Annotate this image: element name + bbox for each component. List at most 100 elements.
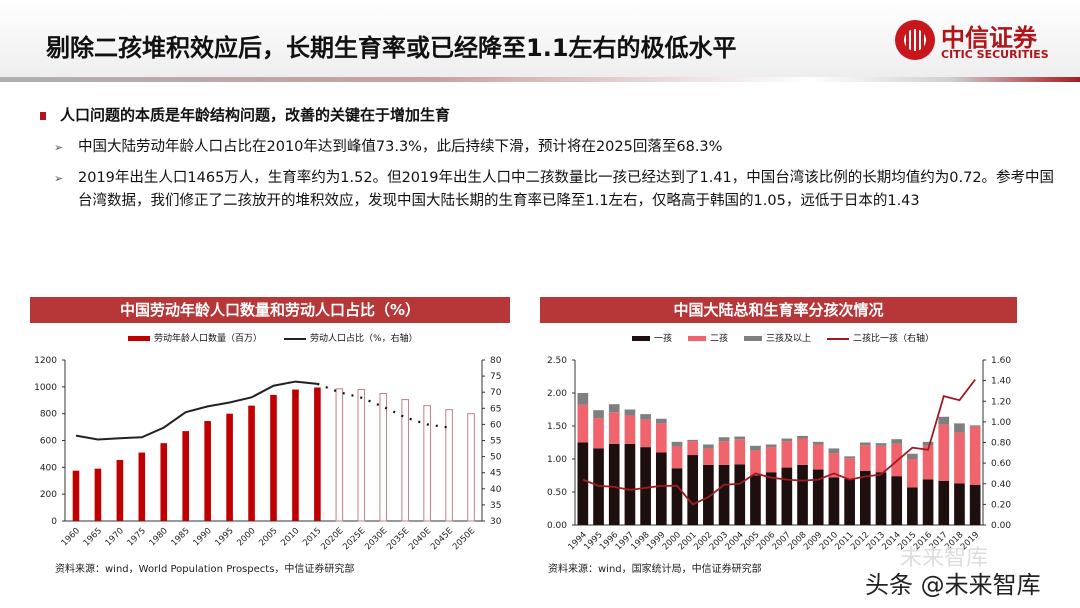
left-tick-label: 0.50 bbox=[547, 488, 567, 498]
chart2-source: 资料来源：wind，国家统计局，中信证券研究部 bbox=[548, 564, 762, 575]
bar-one-child bbox=[640, 447, 651, 525]
bar-one-child bbox=[734, 464, 746, 525]
bar-two-child bbox=[640, 419, 651, 448]
bar bbox=[314, 387, 321, 521]
sub-bullet-text: 中国大陆劳动年龄人口占比在2010年达到峰值73.3%，此后持续下滑，预计将在2… bbox=[78, 139, 723, 155]
bar-two-child bbox=[765, 447, 777, 473]
bar-three-plus bbox=[608, 404, 620, 413]
legend-label: 二孩比一孩（右轴） bbox=[853, 334, 935, 344]
legend-label: 一孩 bbox=[654, 334, 673, 344]
bar-one-child bbox=[907, 487, 918, 525]
bar-one-child bbox=[703, 464, 714, 525]
bar-three-plus bbox=[907, 453, 918, 459]
main-bullet-text: 人口问题的本质是年龄结构问题，改善的关键在于增加生育 bbox=[60, 106, 451, 124]
bar-one-child bbox=[687, 455, 699, 525]
bar-two-child bbox=[828, 453, 840, 478]
bar-three-plus bbox=[734, 436, 746, 440]
right-tick-label: 0.80 bbox=[991, 439, 1011, 449]
slide-title: 剔除二孩堆积效应后，长期生育率或已经降至1.1左右的极低水平 bbox=[46, 34, 737, 62]
right-tick-label: 65 bbox=[490, 404, 501, 414]
bar-one-child bbox=[828, 477, 840, 525]
bar-projected bbox=[379, 393, 388, 522]
bar-two-child bbox=[812, 444, 824, 470]
right-tick-label: 80 bbox=[490, 356, 502, 366]
bar-three-plus bbox=[640, 414, 651, 420]
line-series bbox=[75, 380, 318, 441]
bar-one-child bbox=[812, 469, 824, 525]
bar-two-child bbox=[671, 446, 683, 469]
right-tick-label: 1.40 bbox=[991, 377, 1011, 387]
bar-one-child bbox=[671, 468, 683, 525]
right-tick-label: 1.00 bbox=[991, 418, 1011, 428]
right-tick-label: 1.60 bbox=[991, 356, 1011, 366]
bar-projected bbox=[357, 389, 366, 522]
bar-three-plus bbox=[703, 444, 714, 449]
legend-item: 三孩及以上 bbox=[744, 331, 811, 344]
bar-one-child bbox=[781, 467, 793, 525]
right-tick-label: 0.40 bbox=[991, 480, 1011, 490]
left-tick-label: 1.00 bbox=[547, 455, 567, 465]
bar bbox=[94, 468, 102, 521]
bar-two-child bbox=[875, 445, 887, 473]
right-tick-label: 30 bbox=[490, 517, 502, 527]
left-tick-label: 0 bbox=[51, 517, 57, 527]
chart1-legend: 劳动年龄人口数量（百万） 劳动人口占比（%，右轴） bbox=[128, 331, 418, 344]
legend-label: 二孩 bbox=[710, 334, 729, 344]
left-tick-label: 2.50 bbox=[547, 356, 567, 366]
right-tick-label: 60 bbox=[490, 420, 502, 430]
legend-item: 二孩 bbox=[688, 331, 728, 344]
legend-item: 一孩 bbox=[632, 331, 672, 344]
bar-two-child bbox=[577, 404, 589, 443]
sub-bullet-1: ➢ 中国大陆劳动年龄人口占比在2010年达到峰值73.3%，此后持续下滑，预计将在… bbox=[54, 136, 1058, 159]
legend-label: 劳动年龄人口数量（百万） bbox=[154, 334, 263, 344]
bar-two-child bbox=[969, 426, 981, 485]
right-tick-label: 1.20 bbox=[991, 397, 1011, 407]
bar-projected bbox=[445, 409, 453, 522]
bar-three-plus bbox=[750, 445, 761, 451]
bar-one-child bbox=[797, 464, 808, 525]
bar-two-child bbox=[938, 424, 950, 481]
bar-one-child bbox=[875, 472, 887, 525]
bar-one-child bbox=[922, 479, 934, 525]
square-bullet-icon bbox=[40, 111, 46, 120]
bar-projected bbox=[467, 413, 475, 522]
bar bbox=[116, 459, 124, 521]
bar-projected bbox=[335, 388, 344, 522]
bar-one-child bbox=[891, 476, 903, 525]
left-tick-label: 600 bbox=[40, 437, 57, 447]
left-tick-label: 1000 bbox=[34, 383, 57, 393]
bar-three-plus bbox=[781, 438, 793, 442]
left-tick-label: 400 bbox=[40, 463, 57, 473]
chart1-source: 资料来源：wind，World Population Prospects，中信证… bbox=[55, 564, 355, 575]
right-tick-label: 75 bbox=[490, 372, 501, 382]
right-tick-label: 70 bbox=[490, 388, 502, 398]
right-tick-label: 55 bbox=[490, 437, 501, 447]
right-tick-label: 50 bbox=[490, 453, 502, 463]
bar-three-plus bbox=[969, 425, 981, 427]
bar-three-plus bbox=[718, 437, 730, 442]
bar-one-child bbox=[765, 472, 777, 525]
bar-two-child bbox=[734, 439, 746, 465]
bar-two-child bbox=[922, 445, 934, 480]
arrow-bullet-icon: ➢ bbox=[54, 141, 64, 154]
bar-three-plus bbox=[655, 418, 667, 424]
bar-three-plus bbox=[671, 441, 683, 447]
right-tick-label: 0.20 bbox=[991, 500, 1011, 510]
bar-three-plus bbox=[859, 442, 871, 446]
legend-swatch bbox=[284, 337, 307, 340]
left-tick-label: 2.00 bbox=[547, 389, 567, 399]
bar-three-plus bbox=[765, 444, 777, 448]
bar-two-child bbox=[844, 458, 855, 479]
line-series-projected bbox=[317, 382, 450, 429]
bar-two-child bbox=[859, 445, 871, 471]
bar-three-plus bbox=[922, 441, 934, 446]
bar-one-child bbox=[608, 443, 620, 525]
legend-item: 劳动人口占比（%，右轴） bbox=[284, 331, 418, 344]
main-bullet: 人口问题的本质是年龄结构问题，改善的关键在于增加生育 bbox=[40, 104, 450, 125]
chart1-title: 中国劳动年龄人口数量和劳动人口占比（%） bbox=[30, 297, 510, 323]
bar-one-child bbox=[655, 452, 667, 525]
arrow-bullet-icon: ➢ bbox=[54, 172, 64, 185]
bar-two-child bbox=[907, 459, 918, 488]
